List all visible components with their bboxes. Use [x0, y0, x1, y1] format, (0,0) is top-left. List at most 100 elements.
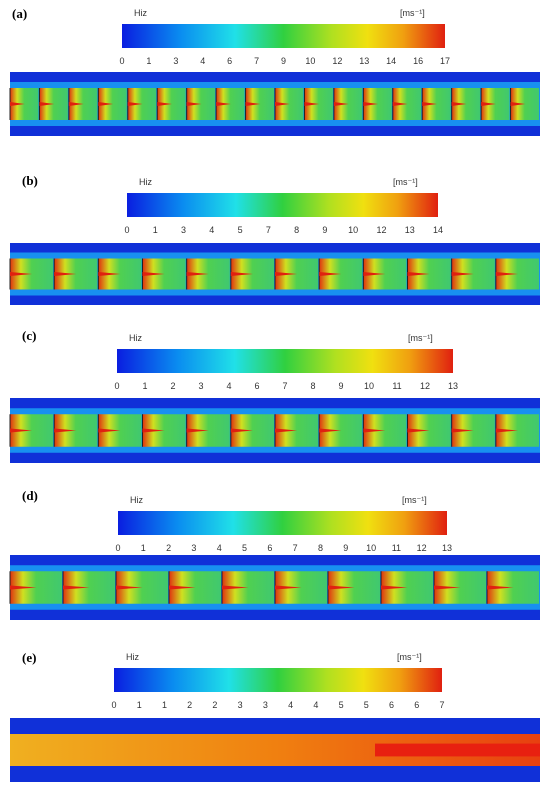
jet-core	[54, 428, 77, 433]
colorbar	[117, 349, 453, 373]
colorbar-tick: 0	[114, 381, 119, 391]
colorbar-tick: 11	[392, 543, 401, 553]
colorbar	[118, 511, 447, 535]
jet-core	[275, 585, 302, 590]
colorbar-tick: 14	[386, 56, 396, 66]
colorbar-tick: 16	[413, 56, 423, 66]
colorbar-title: Hiz	[129, 333, 142, 343]
colorbar-tick: 5	[238, 225, 243, 235]
colorbar-unit: [ms⁻¹]	[397, 652, 422, 662]
jet-core	[510, 102, 526, 106]
colorbar-tick: 1	[162, 700, 167, 710]
colorbar-tick: 7	[254, 56, 259, 66]
flow-hot	[375, 743, 540, 757]
colorbar-tick: 10	[366, 543, 376, 553]
colorbar-tick: 10	[305, 56, 315, 66]
jet-core	[495, 428, 518, 433]
colorbar-tick: 12	[417, 543, 427, 553]
colorbar-tick: 5	[339, 700, 344, 710]
colorbar-tick: 2	[187, 700, 192, 710]
jet-core	[275, 428, 298, 433]
colorbar-tick: 3	[191, 543, 196, 553]
jet-core	[495, 272, 518, 276]
colorbar-tick: 1	[142, 381, 147, 391]
colorbar-tick: 8	[294, 225, 299, 235]
jet-core	[230, 428, 253, 433]
jet-core	[422, 102, 437, 106]
jet-core	[363, 102, 379, 106]
jet-core	[319, 272, 342, 276]
panel-label: (a)	[12, 6, 27, 21]
colorbar-tick: 13	[442, 543, 452, 553]
colorbar	[127, 193, 438, 217]
jet-core	[216, 102, 231, 106]
jet-core	[392, 102, 408, 106]
jet-core	[275, 102, 290, 106]
jet-core	[142, 428, 165, 433]
jet-core	[10, 585, 37, 590]
jet-core	[10, 102, 25, 106]
colorbar-tick: 6	[267, 543, 272, 553]
jet-core	[451, 428, 474, 433]
jet-core	[10, 428, 33, 433]
jet-core	[275, 272, 298, 276]
colorbar-title: Hiz	[126, 652, 139, 662]
colorbar-tick: 2	[212, 700, 217, 710]
colorbar-tick: 3	[181, 225, 186, 235]
colorbar-tick: 0	[124, 225, 129, 235]
colorbar-tick: 10	[364, 381, 374, 391]
colorbar-tick: 1	[141, 543, 146, 553]
colorbar-tick: 6	[414, 700, 419, 710]
jet-core	[157, 102, 172, 106]
colorbar-tick: 9	[281, 56, 286, 66]
jet-core	[98, 102, 114, 106]
panel-label: (e)	[22, 650, 36, 665]
colorbar-tick: 10	[348, 225, 358, 235]
colorbar-tick: 5	[364, 700, 369, 710]
colorbar-tick: 4	[209, 225, 214, 235]
colorbar-tick: 12	[332, 56, 342, 66]
colorbar-tick: 3	[263, 700, 268, 710]
colorbar-tick: 6	[389, 700, 394, 710]
colorbar-tick: 9	[322, 225, 327, 235]
jet-core	[127, 102, 143, 106]
colorbar	[114, 668, 442, 692]
colorbar-tick: 17	[440, 56, 450, 66]
jet-core	[407, 428, 430, 433]
colorbar-tick: 0	[115, 543, 120, 553]
jet-core	[222, 585, 249, 590]
colorbar-tick: 6	[227, 56, 232, 66]
jet-core	[407, 272, 430, 276]
jet-core	[68, 102, 84, 106]
colorbar-tick: 4	[217, 543, 222, 553]
colorbar-tick: 13	[448, 381, 458, 391]
panel-label: (b)	[22, 173, 38, 188]
colorbar-tick: 3	[198, 381, 203, 391]
colorbar-tick: 0	[111, 700, 116, 710]
jet-core	[304, 102, 320, 106]
colorbar-tick: 9	[338, 381, 343, 391]
jet-core	[186, 272, 209, 276]
colorbar	[122, 24, 445, 48]
colorbar-tick: 3	[173, 56, 178, 66]
jet-core	[451, 102, 467, 106]
panel-label: (c)	[22, 328, 36, 343]
colorbar-title: Hiz	[139, 177, 152, 187]
colorbar-tick: 12	[420, 381, 430, 391]
jet-core	[10, 272, 33, 276]
jet-core	[434, 585, 461, 590]
colorbar-tick: 13	[359, 56, 369, 66]
jet-core	[169, 585, 196, 590]
colorbar-tick: 2	[170, 381, 175, 391]
colorbar-tick: 11	[392, 381, 401, 391]
colorbar-tick: 8	[310, 381, 315, 391]
jet-core	[98, 428, 121, 433]
colorbar-tick: 13	[405, 225, 415, 235]
colorbar-tick: 12	[376, 225, 386, 235]
colorbar-tick: 7	[293, 543, 298, 553]
jet-core	[381, 585, 408, 590]
colorbar-tick: 14	[433, 225, 443, 235]
colorbar-tick: 4	[226, 381, 231, 391]
panel-label: (d)	[22, 488, 38, 503]
colorbar-title: Hiz	[134, 8, 147, 18]
